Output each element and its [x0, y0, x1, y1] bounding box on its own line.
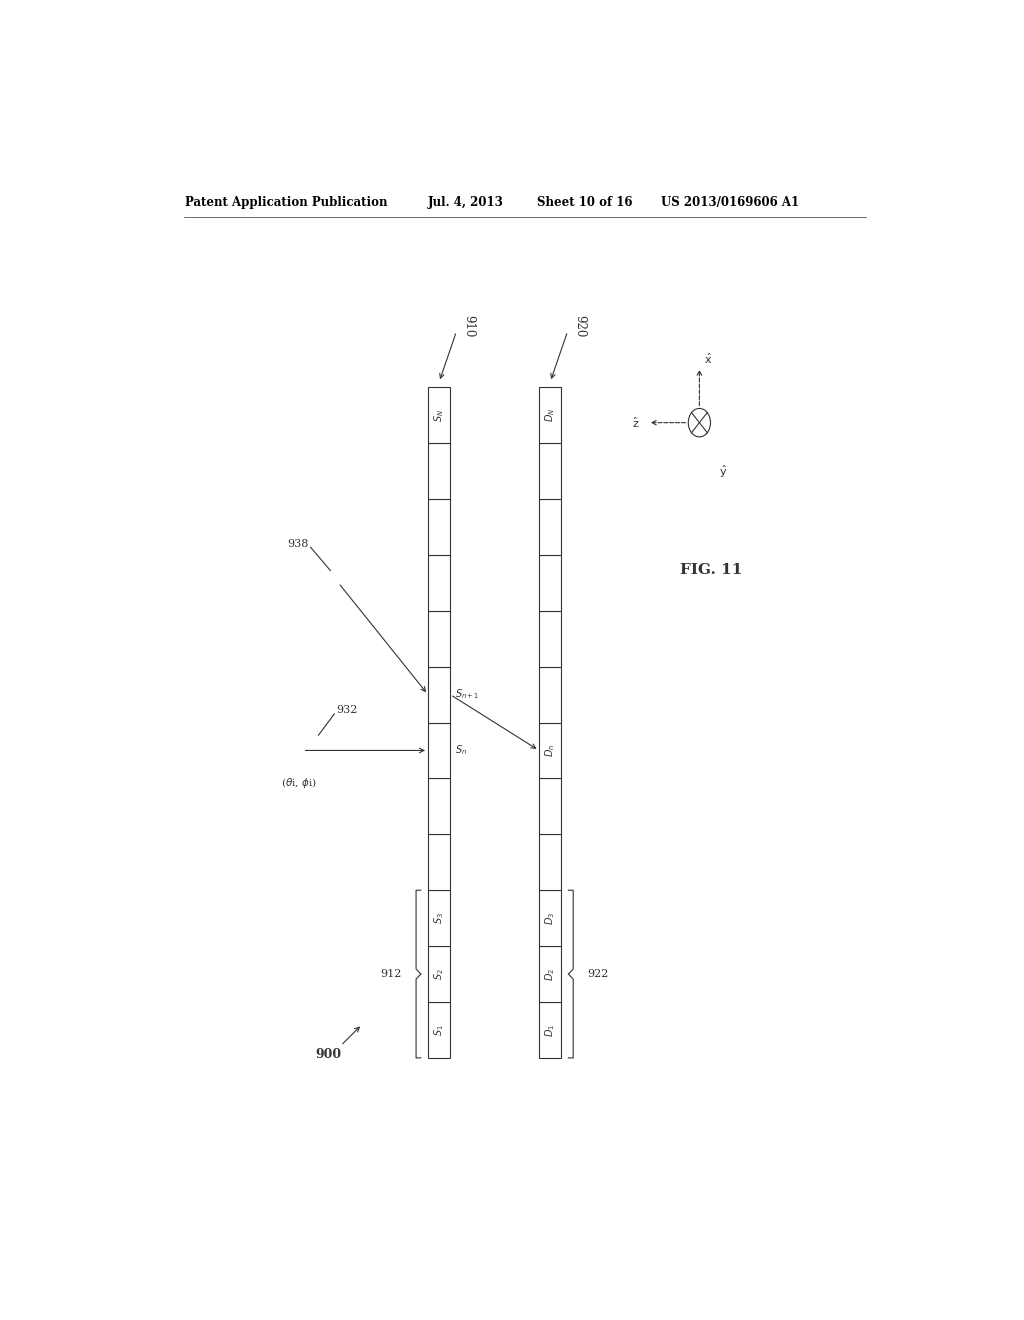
Text: 938: 938	[287, 539, 308, 549]
Bar	[428, 611, 451, 667]
Text: 900: 900	[315, 1048, 341, 1061]
Bar	[539, 499, 561, 554]
Text: Patent Application Publication: Patent Application Publication	[185, 195, 388, 209]
Text: US 2013/0169606 A1: US 2013/0169606 A1	[662, 195, 800, 209]
Text: $\mathregular{\hat{z}}$: $\mathregular{\hat{z}}$	[633, 416, 640, 430]
Bar	[428, 779, 451, 834]
Text: 910: 910	[462, 315, 475, 338]
Bar	[539, 444, 561, 499]
Text: $\mathregular{\hat{x}}$: $\mathregular{\hat{x}}$	[705, 351, 713, 366]
Bar	[539, 779, 561, 834]
Text: $D_n$: $D_n$	[544, 743, 557, 758]
Text: FIG. 11: FIG. 11	[680, 564, 742, 577]
Text: 920: 920	[573, 315, 586, 338]
Text: Jul. 4, 2013: Jul. 4, 2013	[428, 195, 504, 209]
Bar	[428, 834, 451, 890]
Bar	[428, 890, 451, 946]
Bar	[428, 499, 451, 554]
Text: $\mathregular{\hat{y}}$: $\mathregular{\hat{y}}$	[719, 463, 727, 479]
Bar	[428, 387, 451, 444]
Bar	[539, 946, 561, 1002]
Text: $S_{n+1}$: $S_{n+1}$	[455, 688, 479, 701]
Bar	[539, 611, 561, 667]
Bar	[428, 554, 451, 611]
Bar	[539, 387, 561, 444]
Text: $S_2$: $S_2$	[432, 968, 446, 979]
Bar	[428, 722, 451, 779]
Bar	[539, 834, 561, 890]
Text: $D_2$: $D_2$	[544, 968, 557, 981]
Bar	[428, 946, 451, 1002]
Text: Sheet 10 of 16: Sheet 10 of 16	[538, 195, 633, 209]
Text: $D_1$: $D_1$	[544, 1023, 557, 1036]
Circle shape	[688, 408, 711, 437]
Text: 932: 932	[337, 705, 358, 715]
Bar	[428, 1002, 451, 1057]
Text: 912: 912	[381, 969, 401, 979]
Text: $S_3$: $S_3$	[432, 912, 446, 924]
Bar	[428, 667, 451, 722]
Bar	[539, 1002, 561, 1057]
Bar	[539, 722, 561, 779]
Text: $S_1$: $S_1$	[432, 1024, 446, 1036]
Bar	[539, 890, 561, 946]
Bar	[539, 667, 561, 722]
Bar	[539, 554, 561, 611]
Bar	[428, 444, 451, 499]
Text: 922: 922	[588, 969, 609, 979]
Text: $S_N$: $S_N$	[432, 408, 446, 421]
Text: $D_N$: $D_N$	[544, 408, 557, 422]
Text: $D_3$: $D_3$	[544, 912, 557, 925]
Text: ($\theta$i, $\phi$i): ($\theta$i, $\phi$i)	[281, 776, 316, 789]
Text: $S_n$: $S_n$	[455, 743, 467, 758]
